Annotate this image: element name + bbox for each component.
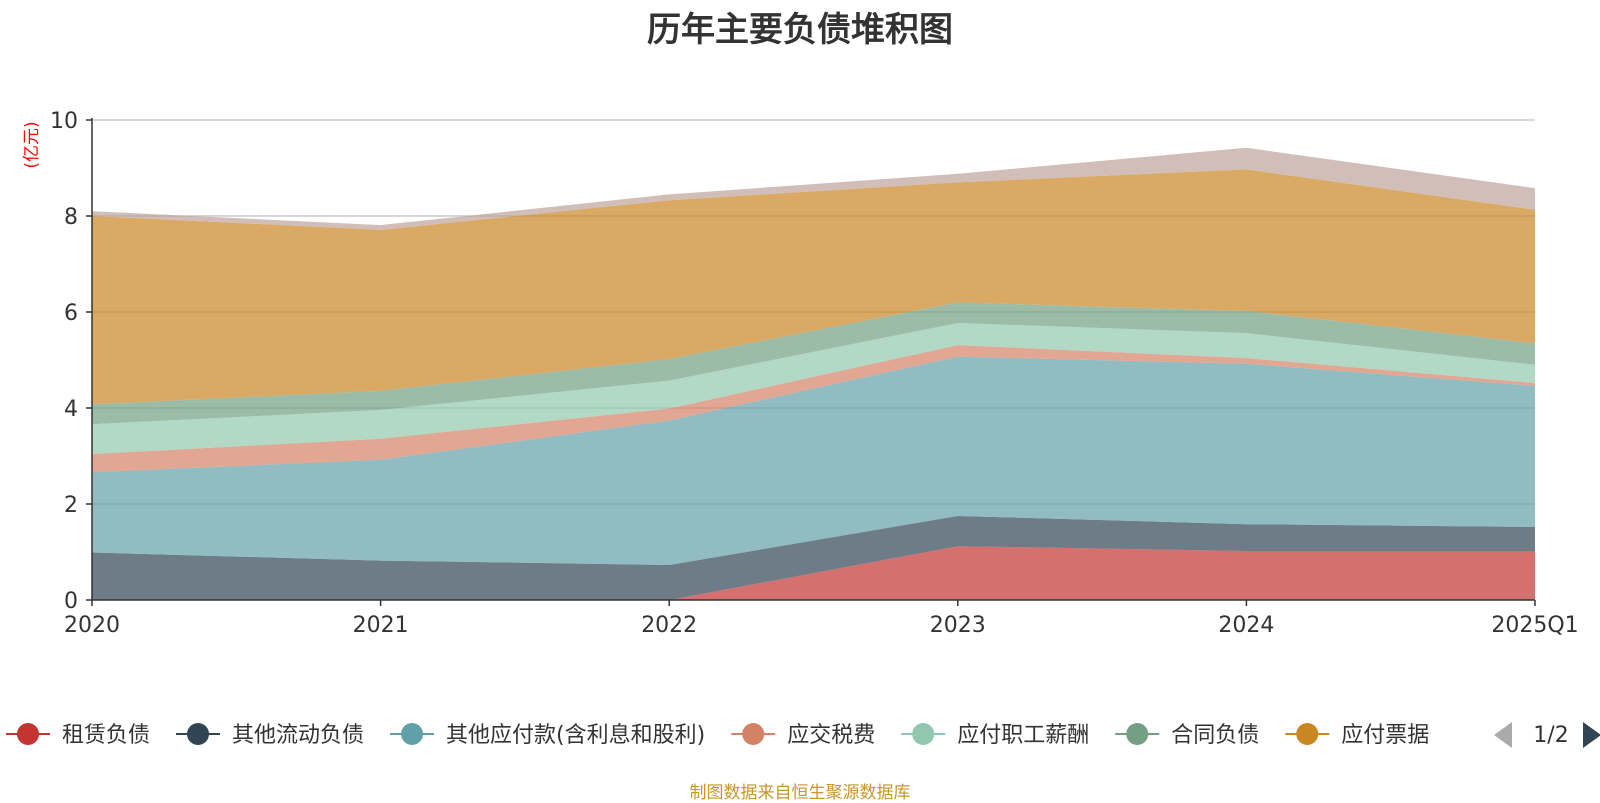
area-series-3[interactable]: [92, 345, 1535, 473]
legend-item[interactable]: 合同负债: [1115, 723, 1259, 748]
area-series-0[interactable]: [92, 546, 1535, 600]
legend: 租赁负债 其他流动负债 其他应付款(含利息和股利) 应交税费 应付职工薪酬 合同负债 应付票…: [6, 722, 1600, 748]
legend-label: 应交税费: [787, 723, 875, 748]
y-tick-label: 4: [64, 397, 78, 422]
legend-marker: [742, 723, 765, 745]
legend-label: 租赁负债: [62, 723, 150, 748]
area-series-6[interactable]: [92, 169, 1535, 405]
y-tick-label: 0: [64, 589, 78, 614]
legend-item[interactable]: 租赁负债: [6, 723, 150, 748]
x-tick-label: 2024: [1218, 613, 1274, 638]
legend-marker: [401, 723, 424, 745]
legend-next-page-icon[interactable]: [1583, 722, 1600, 748]
area-series-7[interactable]: [92, 147, 1535, 230]
legend-marker: [912, 723, 935, 745]
y-axis-unit-label: (亿元): [22, 121, 42, 168]
stacked-areas: [92, 147, 1535, 600]
legend-marker: [187, 723, 210, 745]
legend-item[interactable]: 其他应付款(含利息和股利): [390, 723, 705, 748]
y-tick-label: 8: [64, 205, 78, 230]
y-tick-label: 2: [64, 493, 78, 518]
legend-label: 合同负债: [1171, 723, 1259, 748]
legend-marker: [17, 723, 39, 745]
x-tick-label: 2022: [641, 613, 697, 638]
legend-item[interactable]: 应付职工薪酬: [901, 723, 1089, 748]
legend-item[interactable]: 应付票据: [1285, 723, 1429, 748]
area-series-5[interactable]: [92, 302, 1535, 425]
legend-label: 其他流动负债: [232, 723, 364, 748]
legend-marker: [1126, 723, 1149, 745]
chart-title: 历年主要负债堆积图: [647, 10, 953, 50]
legend-page-indicator: 1/2: [1533, 723, 1568, 748]
legend-label: 其他应付款(含利息和股利): [446, 723, 705, 748]
legend-label: 应付票据: [1341, 723, 1429, 748]
x-tick-label: 2020: [64, 613, 120, 638]
legend-marker: [1296, 723, 1319, 745]
x-tick-label: 2025Q1: [1491, 613, 1578, 638]
x-tick-label: 2021: [353, 613, 409, 638]
y-tick-label: 6: [64, 301, 78, 326]
area-series-2[interactable]: [92, 356, 1535, 565]
data-source-note: 制图数据来自恒生聚源数据库: [689, 783, 911, 803]
legend-items: 租赁负债 其他流动负债 其他应付款(含利息和股利) 应交税费 应付职工薪酬 合同负债 应付票…: [6, 723, 1429, 748]
area-series-4[interactable]: [92, 323, 1535, 455]
legend-label: 应付职工薪酬: [957, 723, 1089, 748]
axes: 0 2 4 6 8 10 2020 2021 2022 2023 2024 2025Q1 (亿元): [22, 109, 1579, 638]
area-series-1[interactable]: [92, 516, 1535, 600]
x-tick-label: 2023: [930, 613, 986, 638]
legend-item[interactable]: 其他流动负债: [176, 723, 364, 748]
legend-item[interactable]: 应交税费: [731, 723, 875, 748]
legend-prev-page-icon[interactable]: [1494, 722, 1512, 748]
y-tick-label: 10: [50, 109, 78, 134]
